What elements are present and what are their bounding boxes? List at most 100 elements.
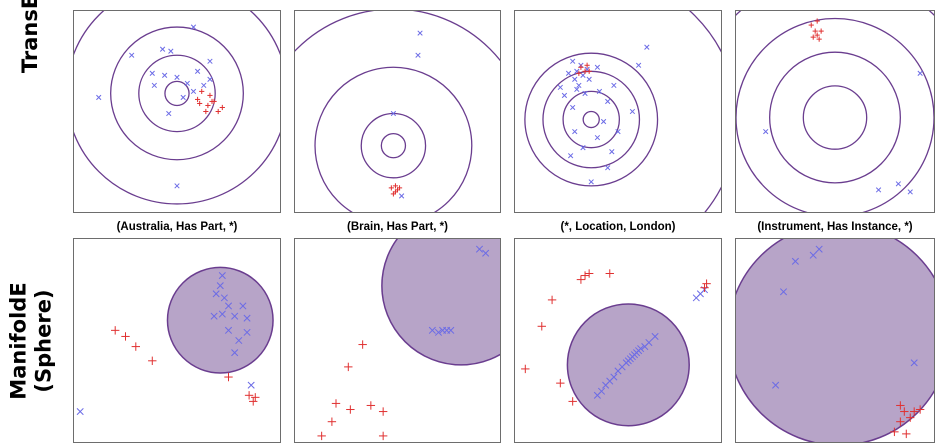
negative-point: [809, 251, 817, 259]
scatter-plot: [317, 239, 500, 441]
contour-ring-0: [802, 85, 868, 150]
contour-ring-0: [380, 132, 407, 159]
positive-point: [344, 362, 353, 372]
contour-ring-2: [542, 70, 641, 169]
negative-point: [582, 90, 588, 97]
contour-ring-0: [164, 80, 190, 107]
positive-point: [209, 98, 215, 105]
negative-point: [190, 24, 197, 30]
negative-point: [415, 52, 421, 58]
caption-instrument: (Instrument, Has Instance, *): [757, 221, 913, 233]
negative-point: [629, 108, 636, 115]
negative-point: [895, 181, 902, 187]
negative-point: [475, 245, 484, 253]
negative-point: [482, 249, 490, 257]
positive-point: [906, 413, 915, 422]
negative-point: [791, 257, 799, 265]
positive-point: [390, 191, 396, 197]
positive-point: [199, 88, 205, 94]
negative-point: [644, 44, 650, 50]
scatter-plot: [76, 266, 274, 416]
negative-point: [239, 302, 247, 310]
positive-point: [568, 397, 577, 406]
negative-point: [570, 104, 576, 111]
row-label-manifolde-line2: (Sphere): [31, 289, 56, 393]
negative-point: [875, 187, 882, 193]
negative-point: [210, 312, 218, 320]
negative-point: [594, 64, 601, 70]
positive-point: [584, 269, 594, 278]
manifold-sphere: [166, 266, 274, 374]
negative-point: [231, 349, 239, 357]
positive-point: [910, 407, 919, 416]
positive-point: [358, 340, 367, 349]
negative-point: [586, 76, 592, 82]
row-label-manifolde: ManifoldE (Sphere): [4, 234, 58, 439]
positive-point: [207, 92, 213, 99]
row-label-manifolde-line1: ManifoldE: [6, 282, 31, 400]
positive-point: [219, 104, 225, 111]
positive-point: [808, 22, 814, 28]
scatter-plot: [74, 11, 280, 205]
positive-point: [148, 356, 157, 365]
negative-point: [174, 183, 180, 189]
negative-point: [572, 76, 578, 82]
contour-ring-1: [562, 90, 621, 149]
negative-point: [417, 30, 423, 36]
positive-point: [121, 332, 130, 341]
negative-point: [207, 58, 213, 64]
negative-point: [216, 282, 224, 290]
negative-point: [428, 326, 436, 334]
contour-ring-2: [110, 26, 244, 161]
negative-point: [212, 290, 220, 298]
negative-point: [910, 359, 918, 367]
scatter-plot: [521, 269, 711, 427]
positive-point: [366, 401, 376, 410]
negative-point: [651, 332, 659, 340]
negative-point: [611, 82, 617, 89]
scatter-plot: [295, 11, 500, 212]
negative-point: [596, 88, 603, 95]
positive-point: [814, 32, 820, 38]
negative-point: [779, 288, 788, 296]
positive-point: [327, 417, 337, 426]
negative-point: [572, 128, 578, 135]
panel-transe-australia: [73, 10, 281, 213]
positive-point: [224, 372, 233, 382]
contour-ring-1: [769, 51, 901, 184]
positive-point: [203, 108, 209, 115]
negative-point: [174, 74, 180, 80]
negative-point: [815, 245, 823, 253]
negative-point: [194, 68, 201, 74]
negative-point: [96, 94, 102, 101]
positive-point: [251, 393, 260, 402]
contour-ring-2: [736, 17, 934, 212]
positive-point: [578, 64, 584, 70]
negative-point: [243, 328, 251, 336]
row-label-transe: TransE: [18, 0, 42, 74]
panel-manifolde-brain: [294, 238, 501, 443]
negative-point: [576, 82, 582, 89]
caption-australia: (Australia, Has Part, *): [116, 221, 238, 233]
positive-point: [556, 378, 565, 388]
negative-point: [159, 46, 166, 52]
negative-point: [565, 70, 572, 76]
positive-point: [915, 405, 925, 414]
positive-point: [580, 271, 590, 280]
negative-point: [907, 189, 913, 195]
negative-point: [594, 134, 601, 141]
negative-point: [151, 82, 157, 89]
negative-point: [645, 338, 653, 347]
positive-point: [576, 275, 586, 284]
negative-point: [207, 76, 213, 82]
contour-ring-1: [360, 112, 427, 179]
positive-point: [576, 70, 582, 76]
positive-point: [896, 401, 905, 410]
negative-point: [180, 94, 186, 101]
positive-point: [197, 100, 203, 107]
positive-point: [605, 269, 614, 278]
panel-manifolde-london: [514, 238, 722, 443]
panel-manifolde-australia: [73, 238, 281, 443]
negative-point: [76, 407, 84, 416]
negative-point: [161, 72, 168, 78]
